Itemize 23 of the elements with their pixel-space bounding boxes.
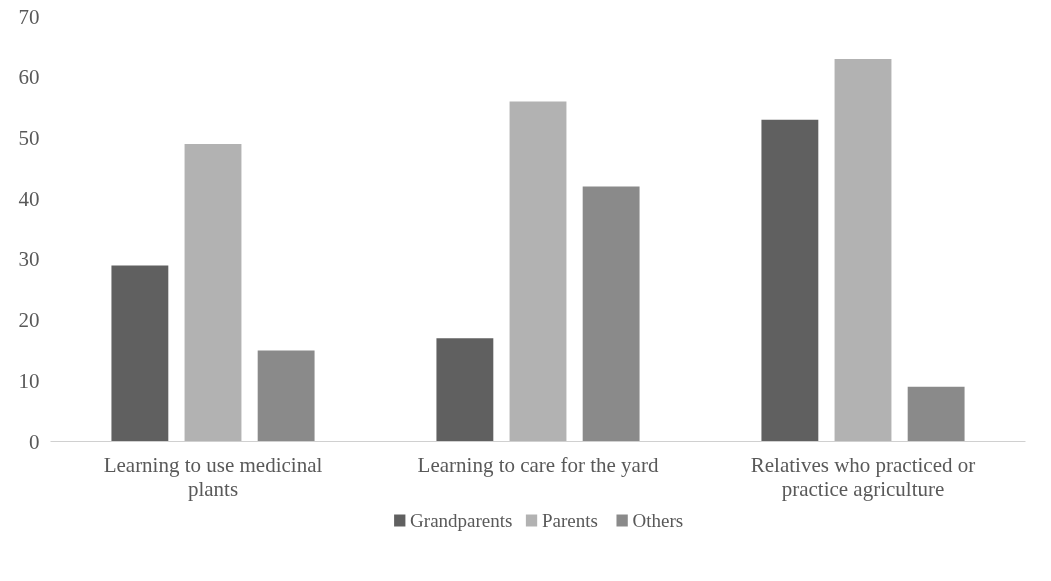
y-tick-label: 0 bbox=[29, 429, 40, 454]
bar bbox=[582, 186, 640, 442]
y-tick-label: 20 bbox=[18, 308, 40, 333]
bar bbox=[184, 144, 242, 442]
y-tick-label: 30 bbox=[18, 247, 40, 272]
y-tick-label: 50 bbox=[18, 125, 40, 150]
bar bbox=[111, 265, 169, 442]
y-tick-label: 60 bbox=[18, 65, 40, 90]
bar bbox=[834, 59, 892, 442]
bar bbox=[907, 386, 965, 442]
bar bbox=[257, 350, 315, 442]
bar bbox=[761, 119, 819, 442]
legend-label: Grandparents bbox=[410, 510, 513, 531]
legend-label: Parents bbox=[541, 510, 598, 531]
x-tick-label: Relatives who practiced or practice agriculture bbox=[750, 452, 976, 501]
y-tick-label: 10 bbox=[18, 368, 40, 393]
bar bbox=[509, 101, 567, 442]
bar bbox=[436, 338, 494, 442]
y-tick-label: 70 bbox=[18, 4, 40, 29]
x-tick-label: Learning to care for the yard bbox=[417, 452, 659, 477]
x-tick-label: Learning to use medicinal plants bbox=[103, 452, 323, 501]
legend-label: Others bbox=[632, 510, 684, 531]
y-tick-label: 40 bbox=[18, 186, 40, 211]
